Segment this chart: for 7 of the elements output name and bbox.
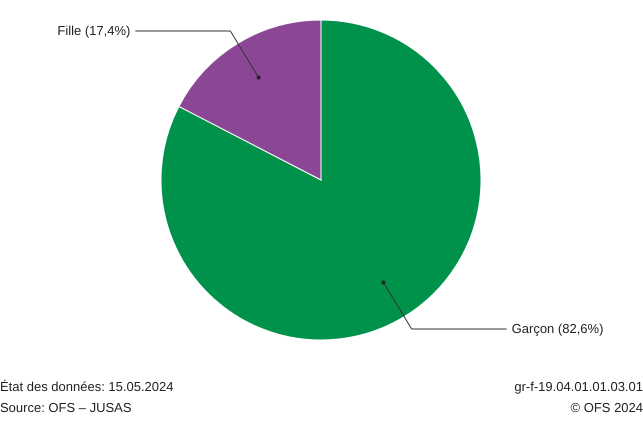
text: gr-f-19.04.01.01.03.01 [514,379,643,394]
pie-slice [160,20,482,340]
slice-label: Fille (17,4%) [57,23,130,38]
text: État des données: 15.05.2024 [0,379,174,394]
slice-label: Garçon (82,6%) [512,320,604,336]
source-note: Source: OFS – JUSAS [0,400,132,415]
text: © OFS 2024 [570,400,643,415]
